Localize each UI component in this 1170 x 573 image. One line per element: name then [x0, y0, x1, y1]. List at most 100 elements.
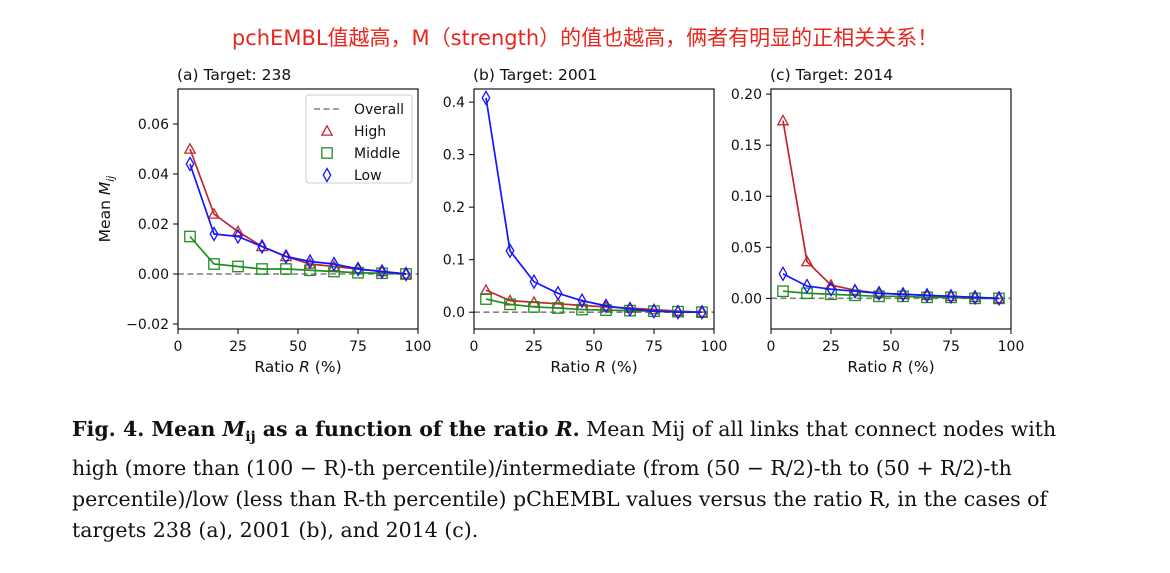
data-point-low [209, 226, 219, 242]
y-tick-label: 0.4 [443, 95, 465, 111]
data-point-middle [528, 301, 540, 313]
caption-body: Mean Mij of all links that connect nodes… [72, 417, 1057, 543]
data-point-low [802, 278, 812, 294]
legend-label-high: High [354, 124, 386, 140]
data-point-low [625, 301, 635, 317]
data-point-low [233, 228, 243, 245]
y-tick-label: 0.04 [138, 167, 169, 183]
legend-middle-swatch [321, 147, 333, 159]
data-point-middle [184, 230, 196, 243]
chart-title: (a) Target: 238 [177, 66, 291, 84]
y-tick-label: 0.15 [731, 138, 762, 154]
legend-label-overall: Overall [354, 102, 404, 118]
series-line-low [485, 97, 702, 314]
series-line-high [485, 289, 703, 314]
caption-lead-var2: R [555, 417, 573, 441]
x-tick-label: 75 [942, 339, 960, 355]
series-line-low [189, 163, 407, 275]
chart-legend: Overall High Middle Low [305, 94, 413, 184]
data-point-middle [328, 265, 340, 278]
data-point-low [946, 288, 956, 305]
data-point-low [305, 253, 315, 270]
data-point-middle [600, 304, 612, 316]
chart-panel-3: (c) Target: 2014 0 25 50 75 100 0.00 0.05 0.10 0.… [731, 66, 1025, 376]
data-point-middle [849, 289, 861, 302]
y-tick-label: −0.02 [126, 317, 169, 333]
data-point-low [401, 266, 411, 282]
data-point-high [183, 142, 197, 154]
y-tick-label: 0.05 [731, 240, 762, 256]
headline-annotation: pchEMBL值越高，M（strength）的值也越高，俩者有明显的正相关关系！ [231, 26, 939, 50]
data-point-low [970, 289, 980, 306]
x-tick-label: 50 [585, 339, 603, 355]
data-point-low [898, 286, 908, 303]
series-line-high [782, 120, 1000, 300]
data-point-low [922, 287, 932, 304]
data-point-middle [504, 298, 516, 311]
data-point-low [673, 304, 683, 320]
x-tick-label: 25 [525, 339, 543, 355]
data-point-middle [576, 303, 588, 316]
data-point-low [257, 238, 267, 255]
data-point-high [776, 114, 790, 126]
x-axis-label: Ratio R (%) [550, 358, 637, 376]
data-point-low [850, 283, 860, 300]
data-point-low [994, 290, 1004, 307]
data-point-low [481, 90, 491, 106]
data-point-middle [304, 264, 316, 277]
legend-box [305, 94, 413, 184]
data-point-low [601, 298, 611, 314]
data-point-low [281, 248, 291, 265]
data-point-low [577, 292, 587, 309]
y-tick-label: 0.0 [443, 305, 465, 321]
y-tick-label: 0.00 [731, 291, 762, 307]
data-point-low [649, 303, 659, 319]
data-point-high [800, 255, 814, 267]
legend-label-low: Low [354, 168, 382, 184]
x-tick-label: 25 [822, 339, 840, 355]
x-axis-label: Ratio R (%) [847, 358, 934, 376]
caption-lead-text: Fig. 4. Mean [72, 417, 223, 441]
data-point-middle [777, 285, 789, 298]
data-point-middle [232, 260, 244, 273]
data-point-low [353, 261, 363, 277]
data-point-low [553, 285, 563, 302]
y-tick-label: 0.10 [731, 189, 762, 205]
x-tick-label: 0 [470, 339, 479, 355]
data-point-low [185, 156, 195, 172]
series-line-middle [189, 235, 407, 275]
caption-lead-mid: as a function of the ratio [255, 417, 556, 441]
chart-panel-1: (a) Target: 238 0 25 50 75 100 −0.02 0.00 0.02 0.… [96, 66, 431, 376]
x-tick-label: 0 [174, 339, 183, 355]
caption-lead-end: . [572, 417, 580, 441]
legend-high-swatch [320, 124, 334, 136]
data-point-middle [256, 263, 268, 275]
data-point-low [826, 281, 836, 297]
legend-label-middle: Middle [354, 146, 400, 162]
x-tick-label: 100 [998, 339, 1025, 355]
y-axis-label: Mean Mij [96, 175, 117, 243]
y-tick-label: 0.02 [138, 217, 169, 233]
figure-caption: Fig. 4. Mean Mij as a function of the ra… [72, 414, 1062, 546]
y-tick-label: 0.2 [443, 200, 465, 216]
data-point-low [329, 256, 339, 272]
chart-title: (b) Target: 2001 [473, 66, 597, 84]
chart-title: (c) Target: 2014 [770, 66, 893, 84]
legend-low-swatch [322, 167, 332, 183]
x-tick-label: 75 [645, 339, 663, 355]
data-point-middle [873, 290, 885, 303]
x-tick-label: 100 [701, 339, 728, 355]
data-point-middle [208, 258, 220, 270]
data-point-low [697, 304, 707, 320]
y-tick-label: 0.00 [138, 267, 169, 283]
y-tick-label: 0.06 [138, 117, 169, 133]
caption-lead-sub: ij [245, 429, 256, 446]
x-tick-label: 75 [349, 339, 367, 355]
plot-frame [473, 88, 715, 330]
y-tick-label: 0.3 [443, 148, 465, 164]
data-point-high [479, 283, 493, 295]
data-point-middle [552, 302, 564, 314]
x-tick-label: 25 [229, 339, 247, 355]
x-tick-label: 0 [767, 339, 776, 355]
